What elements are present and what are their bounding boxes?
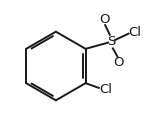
Text: S: S	[107, 35, 116, 48]
Text: O: O	[113, 56, 124, 69]
Text: Cl: Cl	[129, 27, 142, 39]
Text: Cl: Cl	[99, 83, 112, 96]
Text: O: O	[99, 13, 109, 26]
